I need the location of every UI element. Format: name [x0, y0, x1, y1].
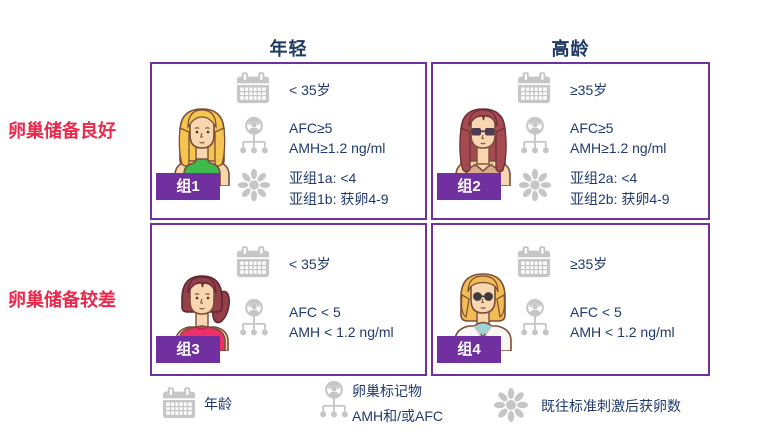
age-criterion: ≥35岁 [570, 82, 608, 98]
amh-value: AMH≥1.2 ng/ml [289, 140, 386, 156]
oocyte-count-icon [515, 164, 555, 206]
group-cell-1: 组1 < 35岁 AFC≥5 AMH≥1.2 ng/ml 亚组1a: <4 亚组… [150, 62, 427, 220]
group-badge-1: 组1 [156, 173, 220, 200]
legend-oocytes-label: 既往标准刺激后获卵数 [541, 398, 681, 414]
calendar-icon [162, 386, 196, 419]
row-label-poor-reserve: 卵巢储备较差 [8, 290, 116, 310]
group-badge-4: 组4 [437, 336, 501, 363]
legend-markers-label-1: 卵巢标记物 [352, 383, 422, 399]
subgroup-b: 亚组1b: 获卵4-9 [289, 191, 389, 207]
marker-criteria: AFC≥5 AMH≥1.2 ng/ml [570, 118, 666, 158]
ovarian-markers-icon [238, 298, 270, 342]
subgroup-b: 亚组2b: 获卵4-9 [570, 191, 670, 207]
subgroup-criteria: 亚组2a: <4 亚组2b: 获卵4-9 [570, 168, 670, 210]
oocyte-count-icon [490, 384, 532, 426]
legend-markers-label-2: AMH和/或AFC [352, 408, 443, 424]
ovarian-markers-icon [238, 116, 270, 160]
age-criterion: < 35岁 [289, 256, 331, 272]
age-criterion: ≥35岁 [570, 256, 608, 272]
afc-value: AFC≥5 [289, 120, 333, 136]
calendar-icon [517, 245, 551, 278]
marker-criteria: AFC≥5 AMH≥1.2 ng/ml [289, 118, 385, 158]
ovarian-markers-icon [519, 116, 551, 160]
group-badge-3: 组3 [156, 336, 220, 363]
group-cell-4: 组4 ≥35岁 AFC < 5 AMH < 1.2 ng/ml [431, 223, 710, 376]
afc-value: AFC < 5 [570, 304, 622, 320]
column-header-advanced-age: 高龄 [551, 39, 590, 59]
legend: 年龄 卵巢标记物 AMH和/或AFC 既往标准刺激后获卵数 [0, 376, 768, 432]
ovarian-markers-icon [519, 298, 551, 342]
calendar-icon [517, 71, 551, 104]
group-cell-2: 组2 ≥35岁 AFC≥5 AMH≥1.2 ng/ml 亚组2a: <4 亚组2… [431, 62, 710, 220]
amh-value: AMH≥1.2 ng/ml [570, 140, 667, 156]
amh-value: AMH < 1.2 ng/ml [289, 324, 394, 340]
marker-criteria: AFC < 5 AMH < 1.2 ng/ml [289, 302, 394, 342]
amh-value: AMH < 1.2 ng/ml [570, 324, 675, 340]
calendar-icon [236, 71, 270, 104]
legend-age-label: 年龄 [204, 396, 232, 412]
subgroup-a: 亚组2a: <4 [570, 170, 638, 186]
subgroup-criteria: 亚组1a: <4 亚组1b: 获卵4-9 [289, 168, 389, 210]
subgroup-a: 亚组1a: <4 [289, 170, 357, 186]
age-criterion: < 35岁 [289, 82, 331, 98]
marker-criteria: AFC < 5 AMH < 1.2 ng/ml [570, 302, 675, 342]
group-badge-2: 组2 [437, 173, 501, 200]
calendar-icon [236, 245, 270, 278]
ovarian-markers-icon [318, 380, 350, 424]
afc-value: AFC < 5 [289, 304, 341, 320]
group-cell-3: 组3 < 35岁 AFC < 5 AMH < 1.2 ng/ml [150, 223, 427, 376]
column-header-young: 年轻 [269, 39, 308, 59]
oocyte-count-icon [234, 164, 274, 206]
row-label-good-reserve: 卵巢储备良好 [8, 121, 116, 141]
afc-value: AFC≥5 [570, 120, 614, 136]
